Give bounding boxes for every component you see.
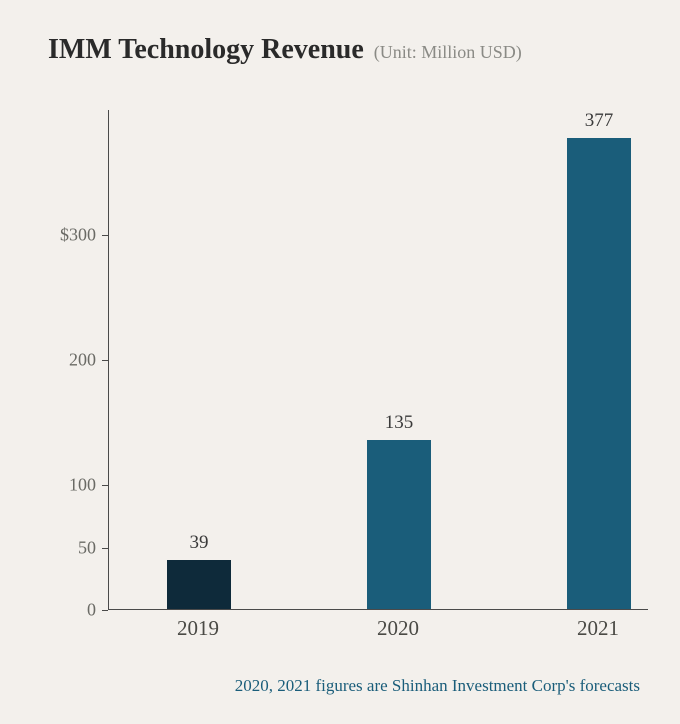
chart-title: IMM Technology Revenue [48,34,364,65]
bar-value-label: 377 [567,110,631,132]
ytick-label: 200 [48,350,108,371]
ytick-label: $300 [48,225,108,246]
bar-value-label: 135 [367,412,431,434]
plot-area: 39 135 377 [108,110,648,610]
bar-value-label: 39 [167,532,231,554]
xtick-label: 2019 [177,616,219,641]
xtick-label: 2021 [577,616,619,641]
title-block: IMM Technology Revenue (Unit: Million US… [48,34,522,66]
bar: 39 [167,560,231,609]
ytick-label: 50 [48,537,108,558]
revenue-chart: 0 50 100 200 $300 39 135 377 2019 2020 2021 [48,110,648,650]
bar: 135 [367,440,431,609]
ytick-mark [102,610,108,611]
ytick-label: 100 [48,475,108,496]
footnote: 2020, 2021 figures are Shinhan Investmen… [235,676,640,696]
chart-subtitle: (Unit: Million USD) [374,42,522,62]
ytick-label: 0 [48,600,108,621]
bar: 377 [567,138,631,609]
xtick-label: 2020 [377,616,419,641]
